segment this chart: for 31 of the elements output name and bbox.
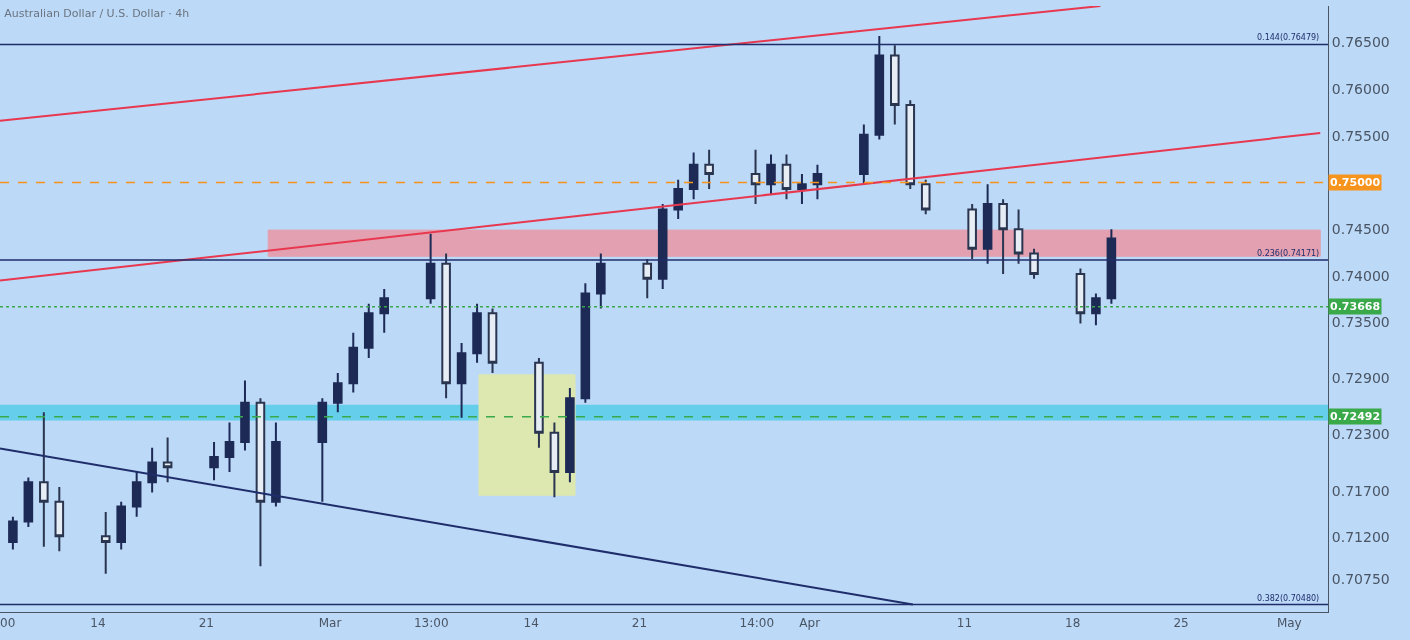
y-tick-label: 0.72300: [1331, 426, 1390, 443]
ref-line-label: 0.73668: [1330, 300, 1381, 313]
x-tick-label: Apr: [799, 616, 821, 631]
x-tick-label: 13:00: [413, 616, 449, 631]
chart-title: Australian Dollar / U.S. Dollar · 4h: [4, 7, 190, 21]
y-tick-label: 0.70750: [1331, 571, 1390, 588]
x-tick-label: 14: [523, 616, 539, 631]
ref-line-label: 0.144(0.76479): [1257, 33, 1320, 42]
y-tick-label: 0.73500: [1331, 314, 1390, 331]
y-tick-label: 0.76500: [1331, 34, 1390, 51]
x-tick-label: 00: [0, 616, 16, 631]
ref-line-label: 0.236(0.74171): [1257, 249, 1320, 258]
x-tick-label: 18: [1065, 616, 1081, 631]
x-tick-label: Mar: [318, 616, 342, 631]
x-tick-label: 21: [631, 616, 648, 631]
x-tick-label: 11: [956, 616, 973, 631]
ref-line-label: 0.75000: [1330, 176, 1381, 189]
x-tick-label: 14:00: [739, 616, 775, 631]
x-tick-label: May: [1276, 616, 1302, 631]
y-tick-label: 0.71200: [1331, 529, 1390, 546]
y-tick-label: 0.72900: [1331, 370, 1390, 387]
ref-line-label: 0.72492: [1330, 410, 1381, 423]
y-tick-label: 0.74500: [1331, 221, 1390, 238]
x-tick-label: 25: [1173, 616, 1189, 631]
y-tick-label: 0.76000: [1331, 81, 1390, 97]
y-tick-label: 0.74000: [1331, 267, 1390, 284]
x-tick-label: 14: [90, 616, 106, 631]
y-tick-label: 0.71700: [1331, 482, 1390, 499]
x-tick-label: 21: [198, 616, 214, 631]
ref-line-label: 0.382(0.70480): [1257, 594, 1320, 603]
y-tick-label: 0.75500: [1331, 127, 1390, 144]
